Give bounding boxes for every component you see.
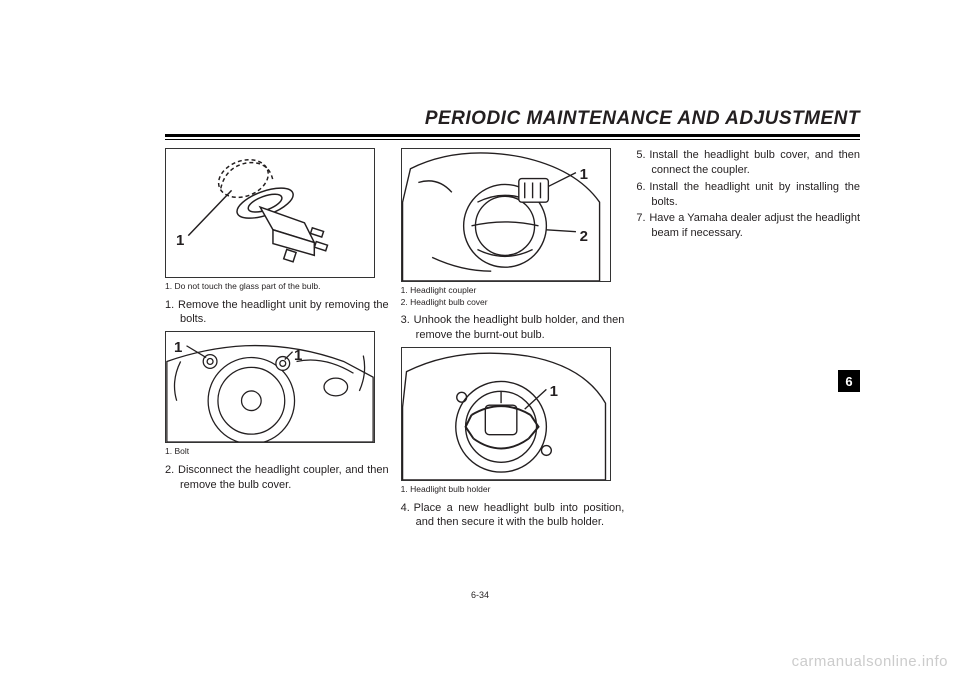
figure-coupler-caption: 1. Headlight coupler 2. Headlight bulb c… <box>401 285 625 307</box>
figure-bolts: 1 1 <box>165 331 375 443</box>
page-number: 6-34 <box>0 590 960 600</box>
step-num: 1. <box>165 298 178 313</box>
steps-left-2: 2.Disconnect the headlight coupler, and … <box>165 463 389 493</box>
column-middle: 1 2 <box>401 148 625 532</box>
header-rule-thick <box>165 134 860 137</box>
step-item: 3.Unhook the headlight bulb holder, and … <box>401 313 625 343</box>
holder-illustration <box>402 348 610 480</box>
callout-label: 2 <box>580 227 588 247</box>
step-item: 7.Have a Yamaha dealer adjust the headli… <box>636 211 860 241</box>
bulb-illustration <box>166 149 374 277</box>
step-item: 4.Place a new headlight bulb into positi… <box>401 501 625 531</box>
column-left: 1 <box>165 148 389 532</box>
step-num: 2. <box>165 463 178 478</box>
step-text: Install the headlight unit by installing… <box>649 181 860 208</box>
step-num: 7. <box>636 211 649 226</box>
step-num: 4. <box>401 501 414 516</box>
figure-holder: 1 <box>401 347 611 481</box>
caption-line: 1. Headlight bulb holder <box>401 484 625 495</box>
step-text: Have a Yamaha dealer adjust the headligh… <box>649 212 860 239</box>
watermark-text: carmanualsonline.info <box>792 653 948 670</box>
callout-label: 1 <box>174 338 182 358</box>
callout-label: 1 <box>294 346 302 366</box>
step-num: 5. <box>636 148 649 163</box>
step-text: Remove the headlight unit by removing th… <box>178 299 389 326</box>
step-text: Disconnect the headlight coupler, and th… <box>178 464 389 491</box>
step-item: 6.Install the headlight unit by installi… <box>636 180 860 210</box>
step-item: 5.Install the headlight bulb cover, and … <box>636 148 860 178</box>
steps-right: 5.Install the headlight bulb cover, and … <box>636 148 860 241</box>
bolts-illustration <box>166 332 374 442</box>
caption-line: 1. Bolt <box>165 446 389 457</box>
steps-mid-1: 3.Unhook the headlight bulb holder, and … <box>401 313 625 343</box>
figure-holder-caption: 1. Headlight bulb holder <box>401 484 625 495</box>
section-tab-label: 6 <box>845 374 852 389</box>
page-root: PERIODIC MAINTENANCE AND ADJUSTMENT 1 <box>0 0 960 678</box>
step-text: Unhook the headlight bulb holder, and th… <box>414 314 625 341</box>
header-rule-thin <box>165 139 860 140</box>
steps-mid-2: 4.Place a new headlight bulb into positi… <box>401 501 625 531</box>
caption-line: 1. Headlight coupler <box>401 285 625 296</box>
step-num: 6. <box>636 180 649 195</box>
header-title: PERIODIC MAINTENANCE AND ADJUSTMENT <box>165 108 860 134</box>
callout-label: 1 <box>176 231 184 251</box>
figure-bolts-caption: 1. Bolt <box>165 446 389 457</box>
steps-left-1: 1.Remove the headlight unit by removing … <box>165 298 389 328</box>
step-num: 3. <box>401 313 414 328</box>
step-text: Install the headlight bulb cover, and th… <box>649 149 860 176</box>
step-text: Place a new headlight bulb into position… <box>414 502 625 529</box>
caption-line: 2. Headlight bulb cover <box>401 297 625 308</box>
page-header: PERIODIC MAINTENANCE AND ADJUSTMENT <box>165 108 860 140</box>
figure-bulb-caption: 1. Do not touch the glass part of the bu… <box>165 281 389 292</box>
content-columns: 1 <box>165 148 860 532</box>
callout-label: 1 <box>550 382 558 402</box>
section-tab: 6 <box>838 370 860 392</box>
figure-bulb: 1 <box>165 148 375 278</box>
caption-line: 1. Do not touch the glass part of the bu… <box>165 281 389 292</box>
figure-coupler: 1 2 <box>401 148 611 282</box>
step-item: 2.Disconnect the headlight coupler, and … <box>165 463 389 493</box>
callout-label: 1 <box>580 165 588 185</box>
column-right: 5.Install the headlight bulb cover, and … <box>636 148 860 532</box>
coupler-illustration <box>402 149 610 281</box>
step-item: 1.Remove the headlight unit by removing … <box>165 298 389 328</box>
